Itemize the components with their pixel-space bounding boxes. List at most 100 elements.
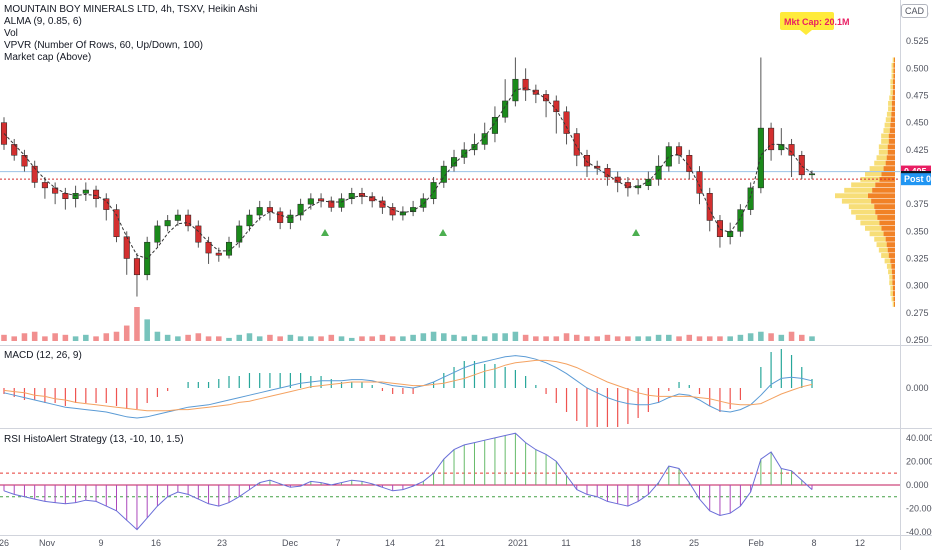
candle-body [174, 214, 181, 221]
volume-bar [706, 336, 713, 341]
candle-body [727, 231, 734, 238]
volume-bar [645, 336, 652, 341]
vpvr-bar-up [881, 138, 889, 144]
vpvr-bar-up [835, 193, 868, 199]
legend-line-alma[interactable]: ALMA (9, 0.85, 6) [4, 16, 82, 27]
vpvr-bar-down [892, 95, 895, 101]
candle-body [205, 241, 212, 254]
vpvr-bar-up [865, 225, 882, 231]
time-axis-tick: 2021 [508, 538, 528, 548]
vpvr-bar-up [889, 95, 893, 101]
volume-bar [676, 336, 682, 341]
vpvr-bar-down [892, 274, 895, 280]
rsi-legend-label: RSI HistoAlert Strategy (13, -10, 10, 1.… [4, 434, 184, 445]
legend-line-vpvr[interactable]: VPVR (Number Of Rows, 60, Up/Down, 100) [4, 40, 203, 51]
vpvr-bar-down [888, 253, 895, 258]
volume-bar [573, 334, 580, 341]
volume-bar [522, 334, 529, 341]
price-tag-box [901, 173, 931, 186]
rsi-axis-tick: 0.000 [906, 480, 929, 490]
candle-body [614, 176, 621, 183]
time-axis-tick: 23 [217, 538, 227, 548]
candle-body [103, 198, 110, 210]
volume-bar [512, 331, 519, 341]
candle-body [82, 189, 89, 194]
vpvr-bar-down [890, 117, 895, 123]
signal-triangle-marker [632, 229, 640, 236]
candle-body [778, 144, 785, 151]
rsi-axis-tick: 20.000 [906, 456, 932, 466]
currency-badge[interactable]: CAD [900, 4, 928, 18]
candle-body [348, 193, 355, 199]
candle-body [768, 127, 775, 151]
time-axis-tick: Nov [39, 538, 56, 548]
legend-line-symbol[interactable]: MOUNTAIN BOY MINERALS LTD, 4h, TSXV, Hei… [4, 4, 258, 15]
volume-bar [625, 336, 631, 341]
vpvr-bar-down [874, 204, 895, 210]
candle-body [645, 178, 652, 186]
volume-bar [768, 333, 774, 341]
vpvr-bar-up [851, 209, 876, 215]
candle-body [461, 149, 468, 158]
volume-bar [195, 333, 202, 341]
macd-legend[interactable]: MACD (12, 26, 9) [4, 350, 82, 362]
candle-body [164, 220, 171, 227]
volume-bar [338, 336, 345, 341]
candle-body [665, 146, 672, 167]
price-axis-tick: 0.525 [906, 36, 929, 46]
candle-body [256, 207, 263, 216]
vpvr-bar-up [860, 220, 880, 226]
vpvr-bar-up [890, 291, 893, 296]
vpvr-bar-up [888, 100, 892, 106]
candle-body [62, 193, 69, 199]
candle-body [379, 200, 386, 208]
vpvr-bar-down [886, 155, 895, 161]
volume-bar [481, 336, 488, 341]
volume-bar [369, 336, 375, 341]
vpvr-bar-up [841, 198, 872, 204]
volume-bar [21, 333, 28, 341]
legend-line-vol[interactable]: Vol [4, 28, 18, 39]
legend-line-marketcap[interactable]: Market cap (Above) [4, 52, 92, 63]
vpvr-bar-up [844, 187, 873, 193]
price-axis-tick: 0.250 [906, 335, 929, 345]
vpvr-bar-down [892, 291, 895, 296]
vpvr-bar-down [892, 285, 895, 291]
candle-body [307, 198, 314, 205]
time-axis-tick: 21 [435, 538, 445, 548]
price-axis-tick: 0.300 [906, 281, 929, 291]
volume-bar [666, 334, 672, 341]
volume-bar [216, 336, 222, 341]
market-cap-callout-text: Mkt Cap: 20.1M [784, 17, 850, 27]
candle-body [154, 225, 161, 243]
vpvr-bar-up [892, 301, 894, 307]
candle-body [277, 211, 284, 223]
rsi-legend[interactable]: RSI HistoAlert Strategy (13, -10, 10, 1.… [4, 434, 184, 446]
candle-body [532, 89, 539, 95]
vpvr-bar-down [881, 225, 895, 231]
volume-bar [11, 336, 18, 341]
volume-bar [93, 336, 99, 341]
volume-bar [533, 336, 539, 341]
vpvr-bar-up [890, 285, 893, 291]
volume-bar [328, 334, 335, 341]
vpvr-bar-down [885, 236, 895, 242]
candle-body [583, 155, 591, 167]
time-axis-tick: 12 [855, 538, 865, 548]
candle-body [93, 189, 100, 199]
time-axis-tick: 18 [631, 538, 641, 548]
candle-body [246, 214, 253, 227]
volume-bar [747, 333, 754, 341]
vpvr-bar-up [848, 204, 875, 210]
vpvr-bar-up [878, 144, 888, 150]
volume-bar [604, 334, 611, 341]
vpvr-bar-up [874, 160, 886, 166]
candle-body [563, 111, 570, 134]
vpvr-bar-down [883, 231, 895, 237]
volume-bar [236, 334, 243, 341]
rsi-line [3, 432, 813, 531]
vpvr-bar-down [891, 100, 895, 106]
